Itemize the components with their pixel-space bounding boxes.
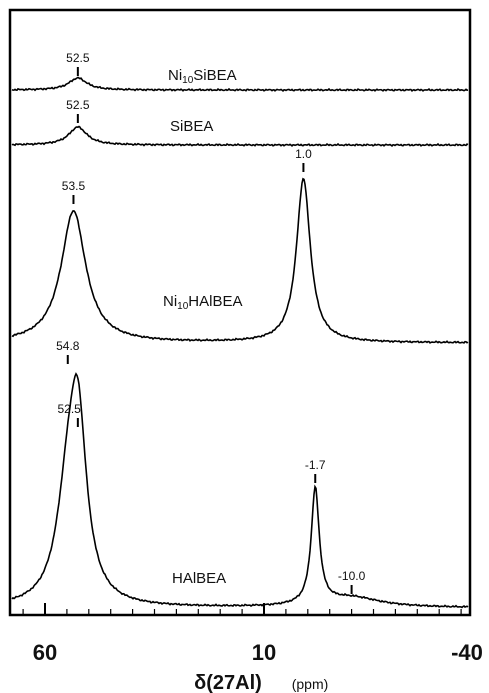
- peak-label: -10.0: [338, 569, 366, 583]
- x-axis-ticks: [22, 603, 462, 615]
- peak-label: 54.8: [56, 339, 80, 353]
- spectra-group: [11, 76, 469, 609]
- spectrum-trace: [11, 76, 469, 92]
- peak-label: 53.5: [62, 179, 86, 193]
- x-tick-label-minus40: -40: [451, 640, 483, 665]
- peak-label: 1.0: [295, 147, 312, 161]
- series-label-ni10sibea: Ni10SiBEA: [168, 67, 237, 86]
- x-tick-label-10: 10: [252, 640, 276, 665]
- x-axis-unit: (ppm): [292, 676, 329, 692]
- series-label-halbea: HAlBEA: [172, 570, 226, 587]
- peak-label: 52.5: [66, 51, 90, 65]
- spectrum-trace: [11, 125, 469, 147]
- plot-frame: [8, 8, 472, 617]
- series-label-ni10halbea: Ni10HAlBEA: [163, 293, 242, 312]
- peak-label: -1.7: [305, 458, 326, 472]
- spectrum-trace: [11, 372, 469, 609]
- peak-label: 52.5: [57, 402, 81, 416]
- x-axis-label: δ(27Al): [194, 672, 262, 693]
- x-tick-label-60: 60: [33, 640, 57, 665]
- peak-annotations: 52.5 52.5 53.5 1.0 54.8 52.5 -1.7 -10.0: [56, 51, 366, 594]
- spectrum-trace: [11, 177, 469, 344]
- series-label-sibea: SiBEA: [170, 118, 213, 135]
- peak-label: 52.5: [66, 98, 90, 112]
